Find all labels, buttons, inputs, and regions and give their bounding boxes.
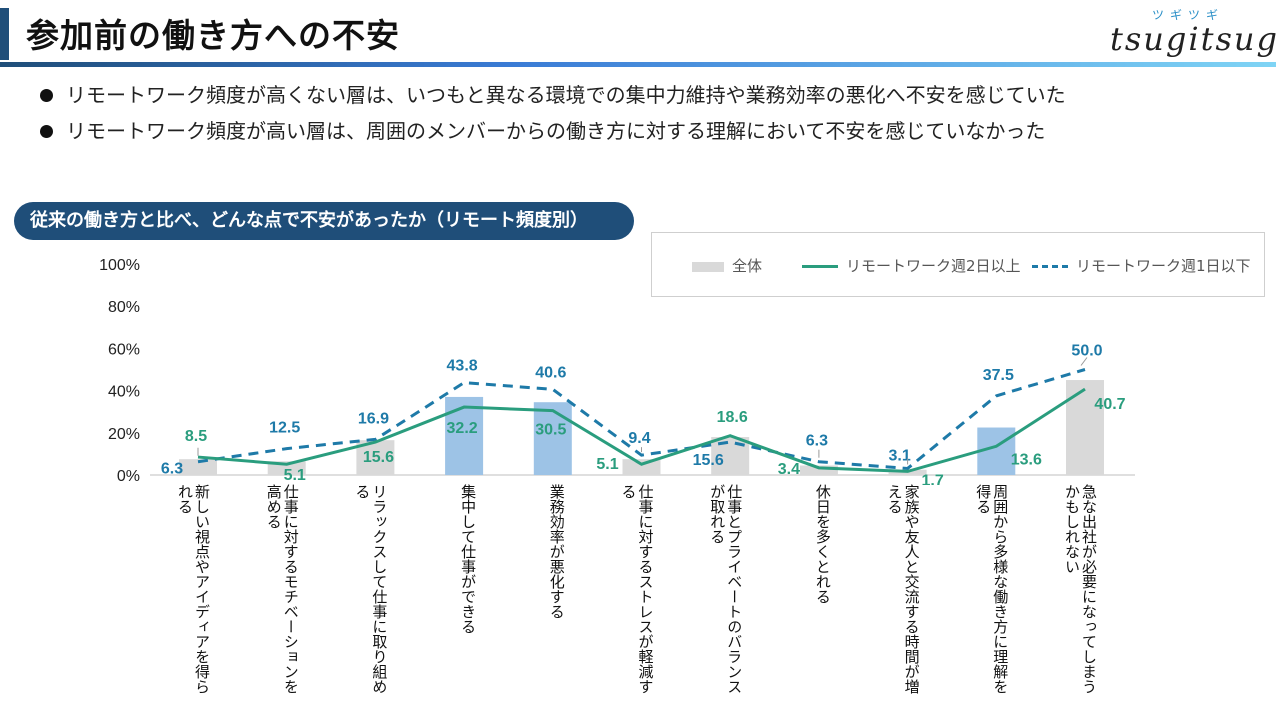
chart-legend: 全体 リモートワーク週2日以上 リモートワーク週1日以下 [651, 232, 1265, 297]
x-tick-label: 仕事に対するストレスが軽減する [619, 484, 655, 694]
y-tick-label: 20% [108, 426, 140, 443]
chart-plot-area: 0% 20% 40% 60% 80% 100% 8.5 5.1 15.6 32.2 30.5 5.1 1… [99, 257, 1135, 485]
data-label-remote-2plus: 8.5 [185, 428, 207, 445]
legend-label: リモートワーク週2日以上 [846, 257, 1021, 275]
data-label-remote-1less: 6.3 [161, 461, 183, 478]
title-accent-bar [0, 8, 9, 60]
logo-subtext: ツギツギ [1152, 8, 1225, 22]
x-tick-label: 新しい視点やアイディアを得られる [176, 484, 211, 694]
data-label-remote-2plus: 18.6 [717, 409, 748, 426]
data-label-remote-2plus: 5.1 [596, 456, 618, 473]
legend-swatch-bar [692, 261, 724, 272]
bar [1066, 380, 1104, 475]
y-tick-label: 0% [117, 468, 140, 485]
logo: ツギツギ tsugitsugi [1110, 6, 1276, 64]
data-label-remote-1less: 12.5 [269, 420, 300, 437]
bar [799, 465, 838, 475]
bar [622, 459, 661, 475]
data-label-remote-2plus: 13.6 [1011, 451, 1042, 468]
bullet-list: リモートワーク頻度が高くない層は、いつもと異なる環境での集中力維持や業務効率の悪… [40, 84, 1066, 156]
legend-item-remote-2plus: リモートワーク週2日以上 [802, 255, 1021, 276]
y-tick-label: 100% [99, 257, 140, 274]
x-tick-label: 集中して仕事ができる [459, 484, 478, 634]
data-label-remote-2plus: 3.4 [778, 461, 800, 478]
x-tick-label: 周囲から多様な働き方に理解を得る [974, 484, 1010, 694]
legend-swatch-line [802, 265, 838, 268]
data-label-remote-1less: 37.5 [983, 367, 1014, 384]
legend-swatch-dashed [1032, 265, 1068, 268]
data-label-remote-1less: 40.6 [535, 364, 566, 381]
page-title: 参加前の働き方への不安 [26, 16, 400, 55]
bar [445, 396, 484, 475]
x-tick-label: 仕事に対するモチベーションを高める [264, 484, 300, 694]
bar [179, 459, 217, 475]
section-title: 従来の働き方と比べ、どんな点で不安があったか（リモート頻度別） [14, 202, 634, 240]
title-underline [0, 62, 1276, 67]
y-tick-label: 60% [108, 341, 140, 358]
data-label-remote-2plus: 40.7 [1094, 396, 1125, 413]
data-label-remote-2plus: 5.1 [284, 467, 306, 484]
legend-item-overall: 全体 [692, 255, 762, 276]
legend-item-remote-1less: リモートワーク週1日以下 [1032, 255, 1251, 276]
x-tick-label: 急な出社が必要になってしまうかもしれない [1063, 484, 1098, 694]
legend-label: 全体 [732, 257, 763, 275]
x-tick-label: リラックスして仕事に取り組める [353, 484, 389, 694]
bar [533, 402, 572, 475]
x-tick-label: 仕事とプライベートのバランスが取れる [708, 484, 744, 694]
data-label-remote-1less: 3.1 [888, 447, 910, 464]
data-label-remote-1less: 9.4 [628, 430, 650, 447]
data-label-remote-2plus: 32.2 [447, 420, 478, 437]
data-label-remote-2plus: 1.7 [921, 472, 943, 485]
data-label-remote-1less: 6.3 [806, 433, 828, 450]
label-leader-line [1080, 357, 1088, 366]
bullet-item: リモートワーク頻度が高い層は、周囲のメンバーからの働き方に対する理解において不安… [40, 120, 1066, 142]
series-line-remote-1less [197, 368, 1086, 471]
data-label-remote-2plus: 30.5 [535, 422, 566, 439]
data-label-remote-1less: 43.8 [447, 358, 478, 375]
data-label-remote-1less: 16.9 [358, 410, 389, 427]
bullet-item: リモートワーク頻度が高くない層は、いつもと異なる環境での集中力維持や業務効率の悪… [40, 84, 1066, 106]
y-tick-label: 40% [108, 384, 140, 401]
logo-text: tsugitsugi [1110, 20, 1276, 58]
data-label-remote-2plus: 15.6 [363, 449, 394, 466]
x-tick-label: 業務効率が悪化する [547, 484, 566, 619]
title-bar: 参加前の働き方への不安 ツギツギ tsugitsugi [0, 0, 1276, 68]
x-tick-label: 家族や友人と交流する時間が増える [885, 484, 921, 694]
data-label-remote-1less: 50.0 [1071, 343, 1102, 360]
series-line-remote-2plus [197, 387, 1086, 473]
legend-label: リモートワーク週1日以下 [1076, 257, 1251, 275]
x-tick-label: 休日を多くとれる [813, 484, 832, 604]
data-label-remote-1less: 15.6 [693, 452, 724, 469]
y-tick-label: 80% [108, 299, 140, 316]
